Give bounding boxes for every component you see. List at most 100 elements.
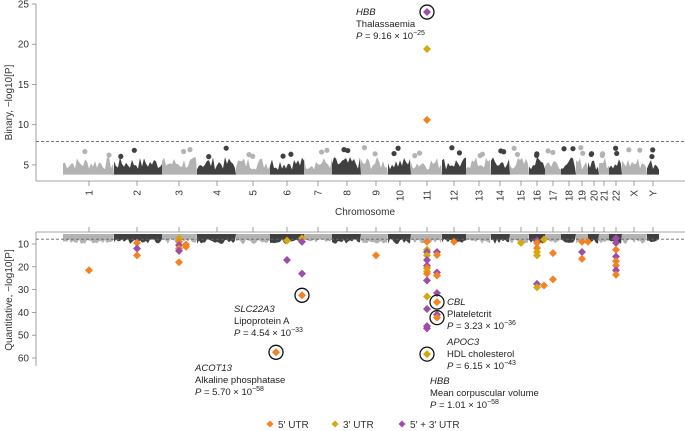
data-point-3p-utr (423, 45, 431, 54)
chromosome-band-8 (332, 156, 361, 175)
x-tick-label: 17 (549, 190, 560, 202)
snp-dot (246, 152, 252, 158)
chromosome-band-5 (236, 158, 270, 175)
data-point-3p-utr (423, 251, 431, 260)
chromosome-band-3 (162, 157, 197, 175)
snp-dot (416, 150, 423, 156)
data-point-3p-utr (423, 350, 431, 359)
legend-swatch (398, 420, 406, 428)
x-tick-label: Y (649, 190, 660, 197)
snp-dot (650, 147, 656, 153)
data-point-5p-3p-utr (578, 247, 586, 256)
data-point-3p-utr (540, 235, 548, 244)
snp-dot (106, 152, 112, 158)
data-point-5p-utr (578, 254, 586, 263)
data-point-3p-utr (517, 238, 525, 247)
x-tick-label: 19 (578, 190, 589, 202)
legend-item-5p-utr: 5′ UTR (266, 420, 309, 431)
data-point-5p-3p-utr (175, 246, 183, 255)
snp-dot (613, 145, 619, 151)
highlight-ring (419, 346, 435, 362)
bottom-y-axis-title: Quantitative, −log10[P] (4, 249, 15, 351)
chromosome-band-10 (388, 158, 411, 175)
chromosome-band-19 (576, 157, 588, 175)
top-y-tick-label: 10 (18, 120, 30, 131)
data-point-5p-3p-utr (283, 255, 291, 264)
chromosome-band-6 (270, 157, 304, 175)
annotation-p-value: P = 9.16 × 10−25 (356, 30, 425, 42)
annotation-gene: HBB (430, 376, 450, 387)
chromosome-band-12 (442, 157, 466, 175)
chromosome-band-1 (63, 157, 114, 175)
chromosome-band-X (622, 158, 647, 175)
snp-dot (341, 147, 347, 153)
chromosome-band-11 (411, 158, 442, 175)
snp-dot (637, 147, 643, 153)
top-points (419, 4, 435, 124)
data-point-5p-utr (612, 261, 620, 270)
data-point-5p-utr (298, 291, 306, 300)
snp-dot (561, 146, 567, 152)
snp-dot (477, 152, 483, 159)
snp-dot (372, 151, 378, 157)
data-point-5p-utr (612, 257, 620, 266)
x-tick-label: 18 (565, 190, 576, 202)
bottom-y-tick-label: 50 (18, 331, 30, 342)
snp-dot (288, 151, 294, 157)
legend: 5′ UTR 3′ UTR 5′ + 3′ UTR (266, 420, 460, 431)
x-tick-label: 4 (213, 190, 224, 196)
x-axis: 1 2 3 4 5 6 7 8 9 10 11 12 13 14 15 16 17 18 19 20 21 22 X Y (36, 180, 685, 202)
snp-dot (649, 153, 655, 160)
snp-dot (187, 147, 193, 153)
highlight-ring (429, 294, 445, 310)
highlight-ring (294, 287, 310, 303)
data-point-5p-utr (450, 237, 458, 246)
annotation-trait: Mean corpuscular volume (430, 388, 539, 399)
data-point-5p-utr (612, 245, 620, 254)
data-point-5p-utr (433, 271, 441, 280)
snp-dot (391, 150, 397, 157)
chromosome-band-17 (545, 161, 561, 175)
legend-item-5p-3p-utr: 5′ + 3′ UTR (398, 420, 460, 431)
data-point-5p-utr (533, 238, 541, 247)
data-point-5p-utr (433, 250, 441, 259)
data-point-5p-3p-utr (612, 252, 620, 261)
chromosome-band-9 (361, 234, 388, 244)
chromosome-band-14 (491, 234, 510, 244)
legend-swatch (331, 420, 339, 428)
x-axis-title: Chromosome (335, 207, 395, 218)
legend-label: 5′ UTR (278, 420, 309, 431)
snp-dot (82, 148, 88, 155)
data-point-5p-utr (578, 237, 586, 246)
snp-dot (534, 151, 540, 157)
chromosome-band-9 (361, 156, 388, 175)
snp-dot (118, 153, 124, 160)
snp-dot (318, 149, 325, 155)
chromosome-band-14 (491, 157, 510, 175)
x-tick-label: 8 (343, 190, 354, 196)
annotation-p-value: P = 1.01 × 10−58 (430, 399, 499, 411)
bottom-y-tick-label: 20 (18, 262, 30, 273)
x-tick-label: 11 (423, 190, 434, 201)
x-tick-label: 15 (517, 190, 528, 202)
x-tick-label: 22 (612, 190, 623, 202)
annotation-trait: Thalassaemia (356, 19, 416, 30)
snp-dot (514, 151, 521, 158)
snp-dot (180, 148, 187, 155)
chromosome-band-21 (599, 157, 609, 175)
snp-dot (324, 147, 330, 153)
snp-dot (550, 149, 556, 156)
annotation-gene: APOC3 (446, 337, 480, 348)
legend-label: 3′ UTR (343, 420, 374, 431)
chromosome-band-18 (561, 234, 576, 243)
chromosome-band-15 (510, 157, 529, 175)
data-point-5p-utr (175, 258, 183, 267)
bottom-y-tick-label: 30 (18, 285, 30, 296)
chromosome-band-22 (609, 159, 622, 175)
data-point-3p-utr (283, 236, 291, 245)
